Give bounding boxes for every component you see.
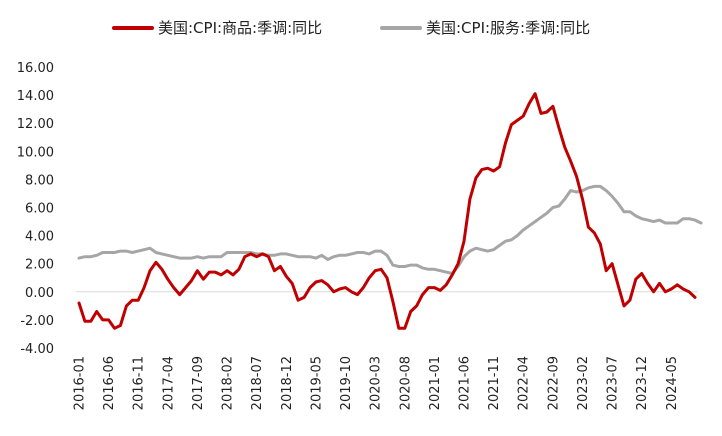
x-tick-label: 2023-12 xyxy=(635,356,650,410)
x-tick-label: 2024-05 xyxy=(665,356,680,410)
legend-item-goods: 美国:CPI:商品:季调:同比 xyxy=(112,19,322,37)
legend-label: 美国:CPI:商品:季调:同比 xyxy=(158,19,322,37)
series-line-goods xyxy=(77,92,697,330)
x-tick-label: 2022-09 xyxy=(546,356,561,410)
y-tick-label: 6.00 xyxy=(25,202,54,217)
x-tick-label: 2018-02 xyxy=(221,356,236,410)
x-tick-label: 2019-05 xyxy=(309,356,324,410)
y-axis: 16.00 14.00 12.00 10.00 8.00 6.00 4.00 2.00 0.00… xyxy=(17,61,54,357)
x-tick-label: 2020-08 xyxy=(398,356,413,410)
x-tick-label: 2016-01 xyxy=(72,356,87,410)
series-layer xyxy=(77,92,703,330)
x-tick-label: 2021-01 xyxy=(428,356,443,410)
x-tick-label: 2021-11 xyxy=(487,356,502,410)
x-tick-label: 2016-11 xyxy=(132,356,147,410)
legend: 美国:CPI:商品:季调:同比 美国:CPI:服务:季调:同比 xyxy=(112,19,590,37)
x-tick-label: 2022-04 xyxy=(517,356,532,410)
x-tick-label: 2021-06 xyxy=(458,356,473,410)
x-tick-label: 2016-06 xyxy=(102,356,117,410)
y-tick-label: 10.00 xyxy=(17,145,54,160)
x-tick-label: 2023-07 xyxy=(606,356,621,410)
y-tick-label: -2.00 xyxy=(20,314,54,329)
y-tick-label: 12.00 xyxy=(17,117,54,132)
x-tick-label: 2020-03 xyxy=(369,356,384,410)
y-tick-label: 16.00 xyxy=(17,61,54,76)
x-tick-label: 2019-10 xyxy=(339,356,354,410)
x-tick-label: 2023-02 xyxy=(576,356,591,410)
x-tick-label: 2017-04 xyxy=(161,356,176,410)
legend-label: 美国:CPI:服务:季调:同比 xyxy=(426,19,590,37)
y-tick-label: 2.00 xyxy=(25,258,54,273)
legend-item-services: 美国:CPI:服务:季调:同比 xyxy=(380,19,590,37)
series-line-services xyxy=(77,184,703,275)
y-tick-label: 4.00 xyxy=(25,230,54,245)
y-tick-label: -4.00 xyxy=(20,342,54,357)
x-tick-label: 2018-12 xyxy=(280,356,295,410)
y-tick-label: 8.00 xyxy=(25,173,54,188)
x-tick-label: 2017-09 xyxy=(191,356,206,410)
y-tick-label: 0.00 xyxy=(25,286,54,301)
x-tick-label: 2018-07 xyxy=(250,356,265,410)
x-axis: 2016-01 2016-06 2016-11 2017-04 2017-09 2018-… xyxy=(72,291,698,410)
y-tick-label: 14.00 xyxy=(17,89,54,104)
